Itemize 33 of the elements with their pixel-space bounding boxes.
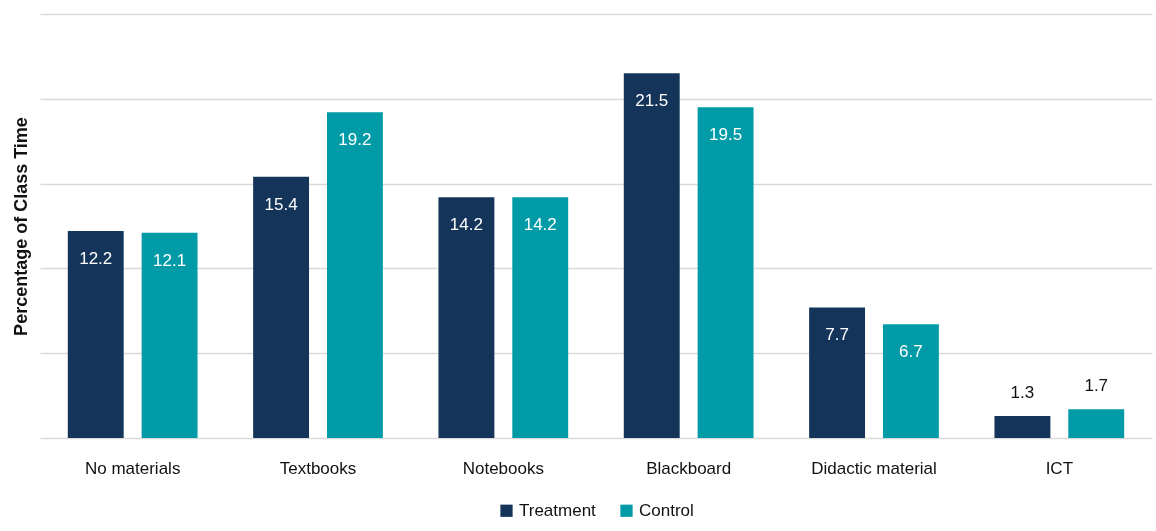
bar: [882, 324, 939, 438]
data-label: 15.4: [264, 194, 298, 214]
bar: [623, 73, 680, 438]
data-label: 1.7: [1084, 376, 1109, 396]
bar: [512, 197, 569, 438]
x-tick-label: ICT: [1045, 458, 1074, 478]
x-tick-label: No materials: [84, 458, 181, 478]
bar: [1068, 409, 1125, 438]
data-label: 14.2: [523, 215, 557, 235]
bar: [697, 107, 754, 438]
data-label: 19.5: [709, 125, 743, 145]
bar: [141, 232, 198, 438]
data-label: 6.7: [899, 342, 923, 362]
bar: [809, 307, 866, 438]
data-label: 7.7: [825, 325, 849, 345]
data-label: 21.5: [635, 91, 669, 111]
y-axis-title: Percentage of Class Time: [10, 117, 31, 336]
x-tick-label: Textbooks: [279, 458, 357, 478]
data-label: 12.1: [153, 250, 187, 270]
data-label: 19.2: [338, 130, 372, 150]
bar: [326, 112, 383, 438]
bar: [67, 231, 124, 438]
bar: [994, 415, 1051, 438]
x-tick-label: Didactic material: [811, 458, 937, 478]
x-tick-label: Notebooks: [462, 458, 544, 478]
legend-label: Treatment: [519, 500, 597, 520]
bar: [253, 176, 310, 438]
data-label: 12.2: [79, 249, 113, 269]
x-tick-label: Blackboard: [646, 458, 732, 478]
data-label: 1.3: [1010, 382, 1035, 402]
legend-label: Control: [639, 500, 694, 520]
bar: [438, 197, 495, 438]
data-label: 14.2: [449, 215, 483, 235]
